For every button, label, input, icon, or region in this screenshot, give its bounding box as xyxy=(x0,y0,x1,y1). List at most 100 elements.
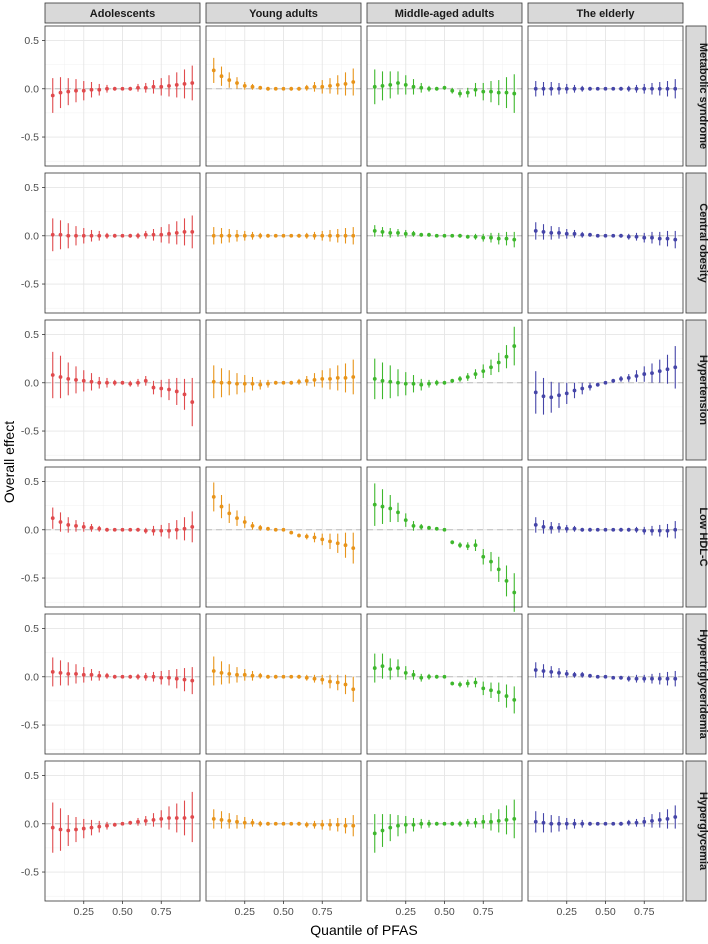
estimate-point xyxy=(258,85,263,90)
estimate-point xyxy=(66,828,71,833)
estimate-point xyxy=(312,377,317,382)
estimate-point xyxy=(304,822,309,827)
estimate-point xyxy=(411,84,416,89)
estimate-point xyxy=(481,369,486,374)
estimate-point xyxy=(564,821,569,826)
estimate-point xyxy=(143,528,148,533)
estimate-point xyxy=(372,229,377,233)
estimate-point xyxy=(174,676,179,681)
estimate-point xyxy=(450,378,455,383)
estimate-point xyxy=(650,676,654,681)
estimate-point xyxy=(481,235,486,240)
estimate-point xyxy=(427,674,431,679)
y-tick-label: -0.5 xyxy=(21,279,39,291)
estimate-point xyxy=(549,86,554,91)
estimate-point xyxy=(512,344,517,348)
row-strips: Metabolic syndrome Central obesity Hyperte… xyxy=(685,25,708,902)
estimate-point xyxy=(611,378,616,383)
estimate-point xyxy=(512,590,517,595)
estimate-point xyxy=(235,516,239,521)
estimate-point xyxy=(289,86,294,91)
column-strips: Adolescents Young adults Middle-aged adult… xyxy=(44,2,684,24)
estimate-point xyxy=(242,820,247,825)
y-tick-label: -0.5 xyxy=(21,573,39,585)
row-strip-label: Central obesity xyxy=(697,203,708,283)
panel-r2-c0 xyxy=(44,319,201,461)
y-tick-label: 0.0 xyxy=(24,377,39,389)
estimate-point xyxy=(266,821,270,826)
estimate-point xyxy=(304,233,309,238)
estimate-point xyxy=(626,376,631,380)
estimate-point xyxy=(419,524,424,529)
estimate-point xyxy=(297,379,301,384)
estimate-point xyxy=(673,527,678,532)
estimate-point xyxy=(351,687,356,692)
estimate-point xyxy=(320,677,325,682)
row-strip-0: Metabolic syndrome xyxy=(685,25,708,167)
estimate-point xyxy=(159,817,164,821)
estimate-point xyxy=(50,373,55,377)
column-strip-label: The elderly xyxy=(576,8,635,20)
estimate-point xyxy=(227,671,232,676)
x-tick-label: 0.50 xyxy=(434,906,455,918)
estimate-point xyxy=(564,391,569,396)
estimate-point xyxy=(120,380,125,385)
estimate-point xyxy=(496,690,501,695)
x-tick-label: 0.25 xyxy=(396,906,417,918)
estimate-point xyxy=(411,523,416,528)
estimate-point xyxy=(473,234,478,239)
estimate-point xyxy=(50,232,55,237)
x-tick-label: 0.75 xyxy=(151,906,172,918)
estimate-point xyxy=(580,86,585,91)
y-axis-title: Overall effect xyxy=(1,421,17,503)
panel-r5-c0 xyxy=(44,760,201,902)
estimate-point xyxy=(572,231,577,236)
estimate-point xyxy=(81,378,86,383)
estimate-point xyxy=(673,365,678,370)
estimate-point xyxy=(465,375,470,379)
estimate-point xyxy=(481,89,486,94)
estimate-point xyxy=(81,233,86,238)
estimate-point xyxy=(572,86,577,91)
estimate-point xyxy=(665,236,670,241)
estimate-point xyxy=(657,817,662,822)
estimate-point xyxy=(450,233,455,238)
estimate-point xyxy=(603,527,608,532)
estimate-point xyxy=(297,86,301,91)
estimate-point xyxy=(151,385,156,390)
estimate-point xyxy=(673,237,678,242)
estimate-point xyxy=(266,381,270,386)
estimate-point xyxy=(151,817,156,822)
y-tick-label: -0.5 xyxy=(21,426,39,438)
x-tick-label: 0.25 xyxy=(74,906,95,918)
estimate-point xyxy=(159,675,164,680)
estimate-point xyxy=(159,232,164,237)
panel-r0-c1 xyxy=(205,25,362,167)
estimate-point xyxy=(219,74,224,79)
estimate-point xyxy=(458,91,462,96)
estimate-point xyxy=(151,528,156,533)
estimate-point xyxy=(411,381,416,386)
panel-r2-c3 xyxy=(527,319,684,461)
estimate-point xyxy=(642,372,647,376)
estimate-point xyxy=(504,354,509,359)
estimate-point xyxy=(328,83,332,88)
estimate-point xyxy=(211,379,216,384)
estimate-point xyxy=(642,86,647,91)
estimate-point xyxy=(396,380,400,385)
estimate-point xyxy=(657,236,662,241)
estimate-point xyxy=(557,86,561,91)
estimate-point xyxy=(642,676,647,681)
estimate-point xyxy=(167,83,171,88)
estimate-point xyxy=(105,233,109,238)
estimate-point xyxy=(320,233,325,238)
estimate-point xyxy=(427,525,431,530)
estimate-point xyxy=(297,674,301,679)
estimate-point xyxy=(549,670,554,674)
estimate-point xyxy=(97,673,102,678)
estimate-point xyxy=(66,376,71,381)
estimate-point xyxy=(372,666,377,670)
estimate-point xyxy=(242,381,247,386)
estimate-point xyxy=(250,381,255,386)
estimate-point xyxy=(533,229,538,233)
